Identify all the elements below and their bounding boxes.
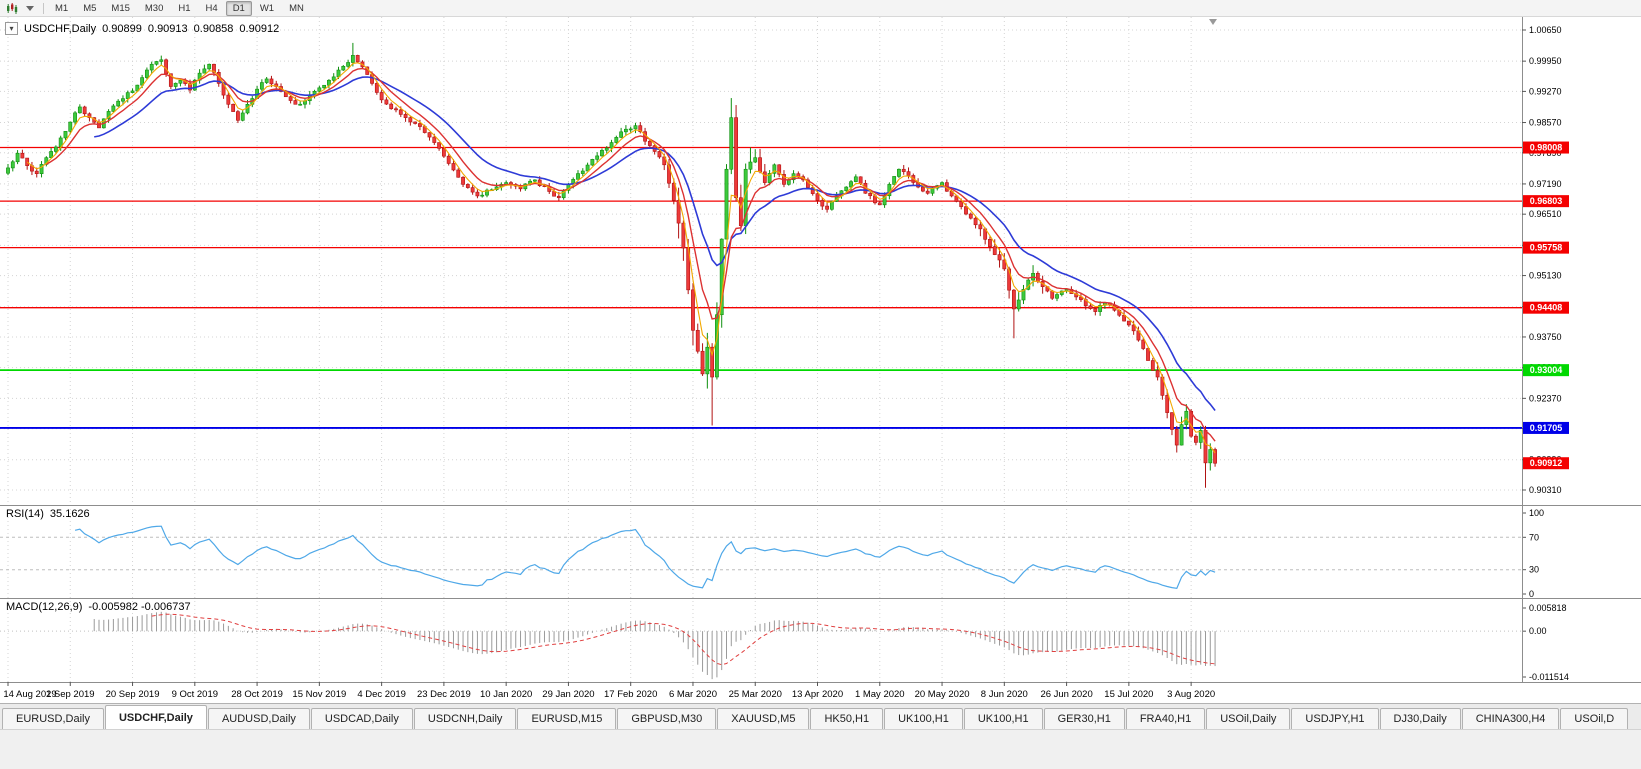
chart-dropdown-icon[interactable] [21, 1, 39, 15]
candlestick-glyph [7, 2, 18, 14]
svg-text:4 Dec 2019: 4 Dec 2019 [357, 689, 406, 700]
timeframe-W1[interactable]: W1 [259, 2, 275, 14]
bottom-strip [0, 729, 1641, 769]
tab-UK100-H1[interactable]: UK100,H1 [963, 708, 1043, 729]
grid [0, 17, 1522, 682]
svg-text:0.95130: 0.95130 [1529, 271, 1562, 281]
ma-line-18 [94, 76, 1216, 411]
panel-separators [0, 17, 1641, 683]
timeframe-M1[interactable]: M1 [55, 2, 69, 14]
tab-USDCNH-Daily[interactable]: USDCNH,Daily [413, 708, 517, 729]
svg-text:8 Jun 2020: 8 Jun 2020 [981, 689, 1028, 700]
svg-text:0.98008: 0.98008 [1530, 143, 1563, 153]
tab-USDJPY-H1[interactable]: USDJPY,H1 [1291, 708, 1379, 729]
chart-tabs-bar: EURUSD,Daily USDCHF,Daily AUDUSD,Daily USDC… [0, 703, 1641, 729]
svg-text:28 Oct 2019: 28 Oct 2019 [231, 689, 283, 700]
svg-text:0.99270: 0.99270 [1529, 86, 1562, 96]
svg-text:14 Aug 2019: 14 Aug 2019 [3, 689, 56, 700]
svg-text:26 Jun 2020: 26 Jun 2020 [1040, 689, 1092, 700]
tab-CHINA300-H4[interactable]: CHINA300,H4 [1461, 708, 1560, 729]
svg-text:6 Mar 2020: 6 Mar 2020 [669, 689, 717, 700]
svg-text:0.90310: 0.90310 [1529, 485, 1562, 495]
svg-text:0.96510: 0.96510 [1529, 209, 1562, 219]
svg-text:23 Dec 2019: 23 Dec 2019 [417, 689, 471, 700]
timeframe-toolbar: M1 M5 M15 M30 H1 H4 D1 W1 MN [0, 0, 1641, 17]
svg-text:20 May 2020: 20 May 2020 [915, 689, 970, 700]
rsi-line [74, 525, 1216, 589]
shift-marker-icon [1209, 19, 1217, 25]
timeframe-M15[interactable]: M15 [111, 2, 130, 14]
tab-GBPUSD-M30[interactable]: GBPUSD,M30 [617, 708, 717, 729]
svg-text:0.93004: 0.93004 [1530, 365, 1563, 375]
svg-text:10 Jan 2020: 10 Jan 2020 [480, 689, 532, 700]
tab-USDCAD-Daily[interactable]: USDCAD,Daily [310, 708, 413, 729]
price-tags: 0.98008 0.96803 0.95758 0.94408 0.93004 0.917… [1523, 141, 1569, 470]
tab-GER30-H1[interactable]: GER30,H1 [1043, 708, 1125, 729]
timeframe-D1[interactable]: D1 [225, 0, 252, 16]
tab-DJ30-Daily[interactable]: DJ30,Daily [1379, 708, 1461, 729]
svg-text:3 Aug 2020: 3 Aug 2020 [1167, 689, 1215, 700]
svg-text:2 Sep 2019: 2 Sep 2019 [46, 689, 95, 700]
svg-text:0.97190: 0.97190 [1529, 179, 1562, 189]
svg-text:0.96803: 0.96803 [1530, 196, 1563, 206]
svg-text:29 Jan 2020: 29 Jan 2020 [542, 689, 594, 700]
rsi-panel: 100 70 30 0 [0, 508, 1544, 599]
candles-series [6, 42, 1217, 488]
timeframe-buttons: M1 M5 M15 M30 H1 H4 D1 W1 MN [48, 0, 311, 16]
tab-AUDUSD-Daily[interactable]: AUDUSD,Daily [207, 708, 310, 729]
svg-text:0.91705: 0.91705 [1530, 423, 1563, 433]
svg-text:70: 70 [1529, 532, 1539, 542]
svg-text:1 May 2020: 1 May 2020 [855, 689, 905, 700]
timeframe-H1[interactable]: H1 [178, 2, 191, 14]
price-chart-svg[interactable]: 100 70 30 0 0.005818 0.00 -0.011514 1.00650 0.99… [0, 17, 1641, 703]
tab-XAUUSD-M5[interactable]: XAUUSD,M5 [717, 708, 810, 729]
timeframe-M30[interactable]: M30 [144, 2, 164, 14]
tab-USOil-D[interactable]: USOil,D [1560, 708, 1629, 729]
svg-text:17 Feb 2020: 17 Feb 2020 [604, 689, 657, 700]
svg-text:13 Apr 2020: 13 Apr 2020 [792, 689, 843, 700]
svg-text:15 Nov 2019: 15 Nov 2019 [292, 689, 346, 700]
tab-USOil-Daily[interactable]: USOil,Daily [1206, 708, 1291, 729]
tab-USDCHF-Daily[interactable]: USDCHF,Daily [104, 705, 207, 729]
svg-text:-0.011514: -0.011514 [1529, 672, 1569, 682]
tab-EURUSD-M15[interactable]: EURUSD,M15 [517, 708, 617, 729]
chart-type-icon[interactable] [3, 1, 21, 15]
macd-signal-line [151, 613, 1216, 666]
svg-text:0.00: 0.00 [1529, 626, 1547, 636]
toolbar-separator [43, 2, 44, 14]
svg-text:0.005818: 0.005818 [1529, 603, 1567, 613]
svg-text:0: 0 [1529, 589, 1534, 599]
svg-text:15 Jul 2020: 15 Jul 2020 [1104, 689, 1153, 700]
svg-text:9 Oct 2019: 9 Oct 2019 [172, 689, 218, 700]
svg-text:30: 30 [1529, 565, 1539, 575]
tab-HK50-H1[interactable]: HK50,H1 [810, 708, 884, 729]
timeframe-H4[interactable]: H4 [205, 2, 218, 14]
price-level-lines[interactable] [0, 146, 1522, 429]
tab-EURUSD-Daily[interactable]: EURUSD,Daily [2, 708, 104, 729]
svg-text:100: 100 [1529, 508, 1544, 518]
collapse-chart-icon[interactable]: ▾ [5, 22, 18, 35]
svg-text:25 Mar 2020: 25 Mar 2020 [729, 689, 782, 700]
svg-text:0.99950: 0.99950 [1529, 56, 1562, 66]
svg-text:0.95758: 0.95758 [1530, 243, 1563, 253]
svg-text:1.00650: 1.00650 [1529, 25, 1562, 35]
svg-text:0.90912: 0.90912 [1530, 458, 1563, 468]
svg-text:20 Sep 2019: 20 Sep 2019 [106, 689, 160, 700]
chart-canvas[interactable]: 100 70 30 0 0.005818 0.00 -0.011514 1.00650 0.99… [0, 17, 1641, 703]
macd-panel: 0.005818 0.00 -0.011514 [0, 603, 1569, 682]
timeframe-MN[interactable]: MN [289, 2, 304, 14]
tab-UK100-H1[interactable]: UK100,H1 [884, 708, 963, 729]
ma-line-4 [26, 62, 1216, 454]
svg-text:0.92370: 0.92370 [1529, 393, 1562, 403]
macd-histogram [93, 611, 1216, 680]
timeframe-M5[interactable]: M5 [83, 2, 97, 14]
ma-line-8 [45, 67, 1216, 442]
svg-text:0.94408: 0.94408 [1530, 303, 1563, 313]
svg-text:0.93750: 0.93750 [1529, 332, 1562, 342]
svg-text:0.98570: 0.98570 [1529, 118, 1562, 128]
tab-FRA40-H1[interactable]: FRA40,H1 [1125, 708, 1206, 729]
